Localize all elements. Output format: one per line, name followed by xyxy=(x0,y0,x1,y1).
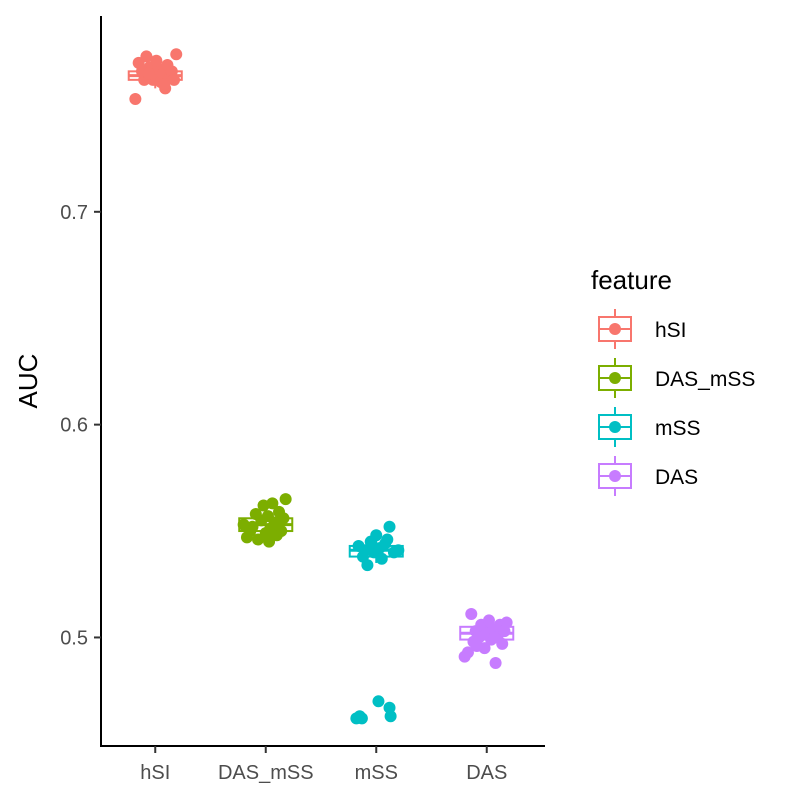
legend-item: hSI xyxy=(598,309,687,349)
data-point xyxy=(150,54,163,67)
data-point xyxy=(370,529,383,542)
data-point xyxy=(244,525,257,538)
data-point xyxy=(500,616,513,629)
data-point xyxy=(170,48,183,61)
y-axis-ticks: 0.5 0.6 0.7 xyxy=(60,202,101,649)
x-tick-label: DAS xyxy=(466,762,507,784)
data-point xyxy=(488,631,501,644)
data-point xyxy=(383,520,396,533)
data-point xyxy=(271,518,284,531)
data-point xyxy=(129,93,142,106)
legend-label: mSS xyxy=(655,417,701,440)
data-point xyxy=(359,544,372,557)
data-point xyxy=(465,608,478,621)
legend-key-dot xyxy=(609,421,621,433)
x-axis-ticks: hSI DAS_mSS mSS DAS xyxy=(140,746,507,784)
data-point xyxy=(489,656,502,669)
data-point xyxy=(461,646,474,659)
data-point xyxy=(279,493,292,506)
data-point xyxy=(266,497,279,510)
data-point xyxy=(384,710,397,723)
data-point xyxy=(381,533,394,546)
legend: feature hSI DAS_mSS mSS DAS xyxy=(591,265,755,496)
data-point xyxy=(158,78,171,91)
legend-item: DAS xyxy=(598,456,698,496)
data-point xyxy=(355,712,368,725)
data-point xyxy=(375,552,388,565)
legend-label: DAS_mSS xyxy=(655,368,755,391)
legend-label: hSI xyxy=(655,319,687,342)
series-hSI xyxy=(127,48,183,106)
legend-key-dot xyxy=(609,372,621,384)
series-DAS xyxy=(458,608,515,669)
legend-item: DAS_mSS xyxy=(598,358,755,398)
legend-key-dot xyxy=(609,323,621,335)
legend-label: DAS xyxy=(655,466,698,489)
series-DAS_mSS xyxy=(237,493,294,548)
x-tick-label: hSI xyxy=(140,762,170,784)
y-tick-label: 0.6 xyxy=(60,415,88,437)
legend-title: feature xyxy=(591,265,672,295)
data-point xyxy=(142,67,155,80)
x-tick-label: DAS_mSS xyxy=(218,762,314,784)
legend-key-dot xyxy=(609,470,621,482)
x-tick-label: mSS xyxy=(355,762,398,784)
data-point xyxy=(392,544,405,557)
data-point xyxy=(140,50,153,63)
data-point xyxy=(470,639,483,652)
legend-item: mSS xyxy=(598,407,701,447)
plot-area xyxy=(127,48,515,725)
data-point xyxy=(263,535,276,548)
data-point xyxy=(168,73,181,86)
series-mSS xyxy=(348,520,405,725)
data-point xyxy=(361,559,374,572)
data-point xyxy=(372,695,385,708)
y-tick-label: 0.5 xyxy=(60,627,88,649)
y-tick-label: 0.7 xyxy=(60,202,88,224)
y-axis-title: AUC xyxy=(13,354,43,409)
